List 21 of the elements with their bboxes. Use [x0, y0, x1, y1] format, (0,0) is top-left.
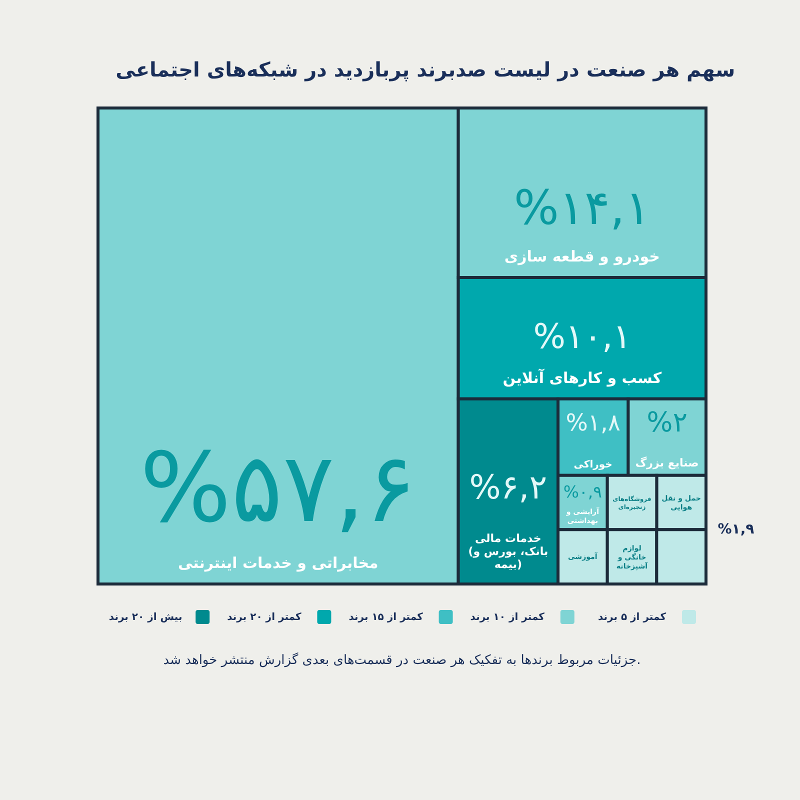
data-label: %۶,۲: [469, 468, 548, 507]
legend-label: کمتر از ۵ برند: [598, 612, 666, 623]
category-label: خوراکی: [574, 459, 612, 470]
category-label: خدمات مالی (بانک، بورس و بیمه): [468, 532, 548, 571]
category-label: صنایع بزرگ: [635, 456, 699, 470]
legend-label: کمتر از ۲۰ برند: [227, 612, 302, 623]
category-label: کسب و کارهای آنلاین: [502, 368, 662, 387]
data-label: %۲: [646, 406, 688, 438]
data-label: %۱۴,۱: [514, 180, 650, 236]
category-label: خودرو و قطعه سازی: [504, 247, 660, 266]
text: %۱,۹: [718, 522, 755, 538]
category-label: مخابراتی و خدمات اینترنتی: [178, 554, 378, 572]
text: جزئیات مربوط برندها به تفکیک هر صنعت در قسمت‌های بعدی گزارش منتشر خواهد شد.: [163, 652, 641, 668]
data-label: %۱,۸: [566, 408, 620, 436]
data-label: %۵۷,۶: [140, 432, 416, 544]
text: سهم هر صنعت در لیست صدبرند پربازدید در شبکه‌های اجتماعی: [116, 58, 736, 82]
data-label: %۱۰,۱: [533, 316, 632, 357]
legend-label: بیش از ۲۰ برند: [108, 612, 182, 623]
legend-label: کمتر از ۱۵ برند: [348, 612, 424, 623]
data-label: %۰,۹: [563, 482, 602, 502]
legend-label: کمتر از ۱۰ برند: [470, 612, 545, 623]
